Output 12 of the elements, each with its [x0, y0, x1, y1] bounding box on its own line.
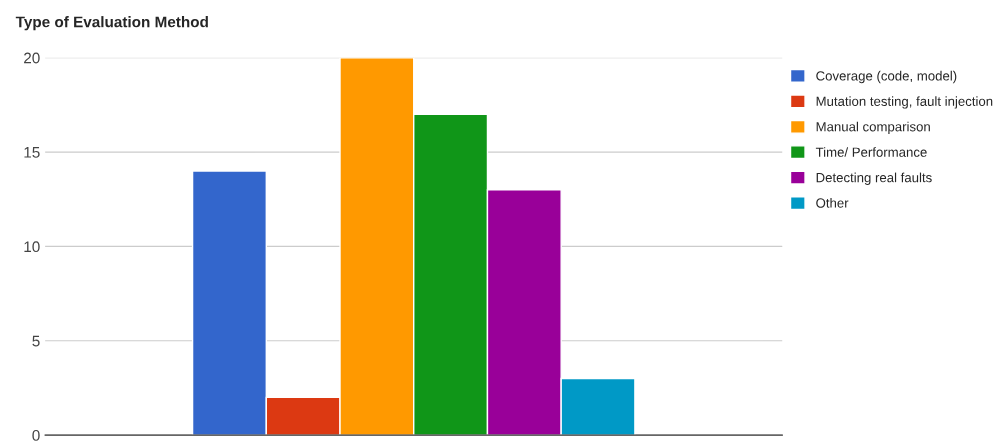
- y-tick-label: 0: [32, 429, 40, 441]
- chart-title: Type of Evaluation Method: [15, 16, 208, 31]
- y-tick-label: 15: [24, 147, 40, 158]
- legend-label: Time/ Performance: [815, 147, 927, 157]
- legend-label: Mutation testing, fault injection: [816, 96, 993, 109]
- legend-label: Manual comparison: [816, 121, 930, 135]
- legend-label: Other: [816, 198, 849, 208]
- y-tick-label: 5: [32, 335, 40, 347]
- legend-label: Detecting real faults: [816, 172, 932, 185]
- y-tick-label: 20: [24, 52, 40, 64]
- legend-label: Coverage (code, model): [816, 70, 957, 84]
- y-tick-label: 10: [24, 241, 40, 253]
